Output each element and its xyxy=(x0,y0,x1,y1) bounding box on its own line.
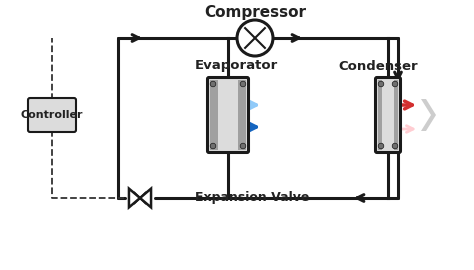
Text: Evaporator: Evaporator xyxy=(194,59,278,73)
Polygon shape xyxy=(129,189,140,207)
Polygon shape xyxy=(421,99,436,131)
Circle shape xyxy=(237,20,273,56)
Text: Compressor: Compressor xyxy=(204,5,306,19)
Circle shape xyxy=(240,81,246,87)
Text: Expansion Valve: Expansion Valve xyxy=(195,191,310,204)
Circle shape xyxy=(378,143,384,149)
FancyBboxPatch shape xyxy=(208,77,248,153)
Circle shape xyxy=(240,143,246,149)
Text: Controller: Controller xyxy=(21,110,83,120)
Polygon shape xyxy=(140,189,151,207)
Text: Condenser: Condenser xyxy=(338,59,418,73)
Bar xyxy=(378,80,383,150)
Circle shape xyxy=(378,81,384,87)
Circle shape xyxy=(392,143,398,149)
Circle shape xyxy=(210,143,216,149)
Bar xyxy=(210,80,218,150)
Circle shape xyxy=(392,81,398,87)
FancyBboxPatch shape xyxy=(375,77,401,153)
Bar xyxy=(238,80,246,150)
Bar xyxy=(393,80,398,150)
Circle shape xyxy=(210,81,216,87)
FancyBboxPatch shape xyxy=(28,98,76,132)
